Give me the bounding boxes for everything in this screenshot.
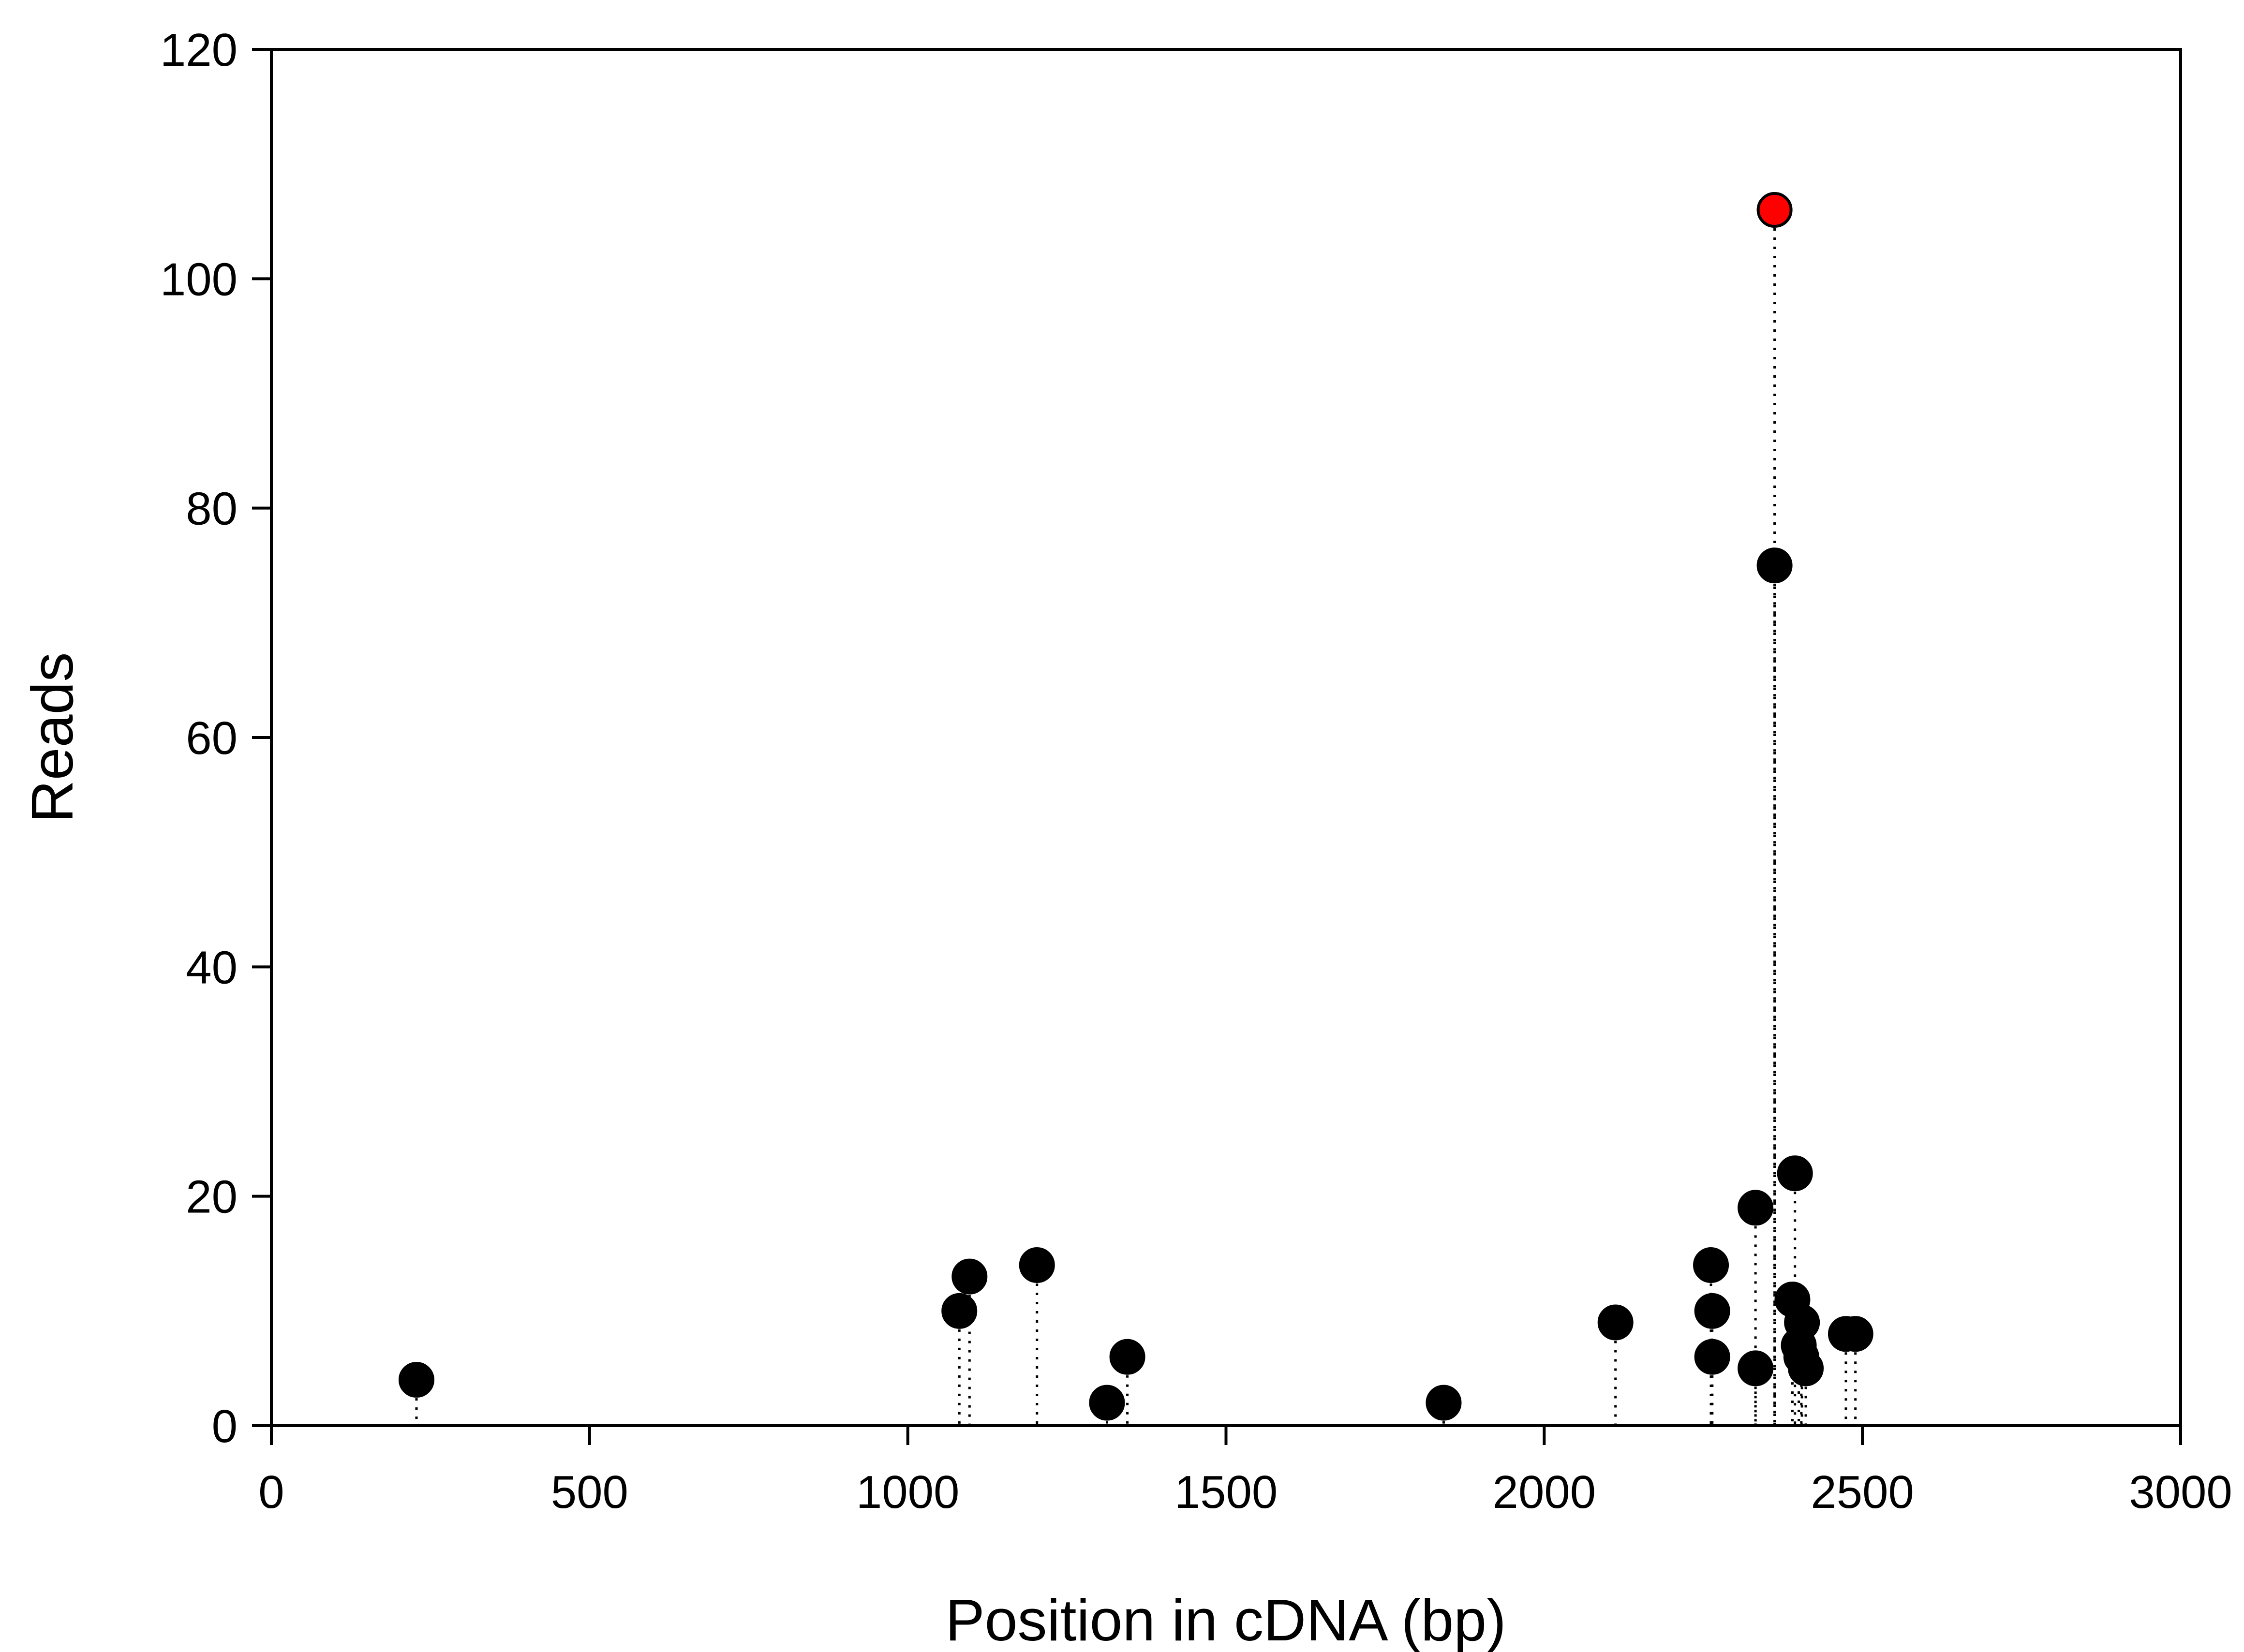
data-point <box>1756 547 1793 584</box>
data-point <box>951 1258 988 1295</box>
x-tick-label: 500 <box>551 1466 628 1518</box>
data-point <box>398 1362 434 1398</box>
drop-lines <box>415 210 1857 1426</box>
x-axis: 0 500 1000 1500 2000 2500 3000 <box>258 1426 2232 1518</box>
data-point <box>1426 1385 1462 1421</box>
highlighted-data-point <box>1756 192 1793 228</box>
y-tick-label: 120 <box>160 24 238 76</box>
x-tick-label: 2500 <box>1811 1466 1914 1518</box>
x-tick-label: 1500 <box>1174 1466 1278 1518</box>
x-tick-label: 1000 <box>856 1466 960 1518</box>
data-points <box>398 192 1873 1421</box>
data-point <box>1777 1155 1813 1192</box>
data-point <box>1694 1293 1730 1329</box>
y-tick-label: 100 <box>160 253 238 305</box>
y-tick-label: 0 <box>212 1401 238 1452</box>
plot-frame <box>270 48 2182 1427</box>
y-axis-title: Reads <box>19 652 85 823</box>
data-point <box>1089 1385 1125 1421</box>
data-point <box>1109 1339 1145 1375</box>
x-axis-title: Position in cDNA (bp) <box>945 1587 1506 1652</box>
data-point <box>1738 1190 1774 1226</box>
y-axis: 0 20 40 60 80 100 120 <box>160 24 271 1452</box>
y-tick-label: 60 <box>186 712 238 764</box>
y-tick-label: 40 <box>186 942 238 993</box>
y-tick-label: 80 <box>186 483 238 535</box>
data-point <box>1694 1339 1730 1375</box>
data-point <box>941 1293 978 1329</box>
data-point <box>1788 1350 1824 1386</box>
y-tick-label: 20 <box>186 1171 238 1223</box>
x-tick-label: 0 <box>258 1466 284 1518</box>
data-point <box>1693 1247 1729 1283</box>
x-tick-label: 2000 <box>1493 1466 1596 1518</box>
x-tick-label: 3000 <box>2129 1466 2232 1518</box>
data-point <box>1597 1304 1634 1341</box>
data-point <box>1019 1247 1055 1283</box>
data-point <box>1738 1350 1774 1386</box>
data-point <box>1837 1316 1873 1352</box>
